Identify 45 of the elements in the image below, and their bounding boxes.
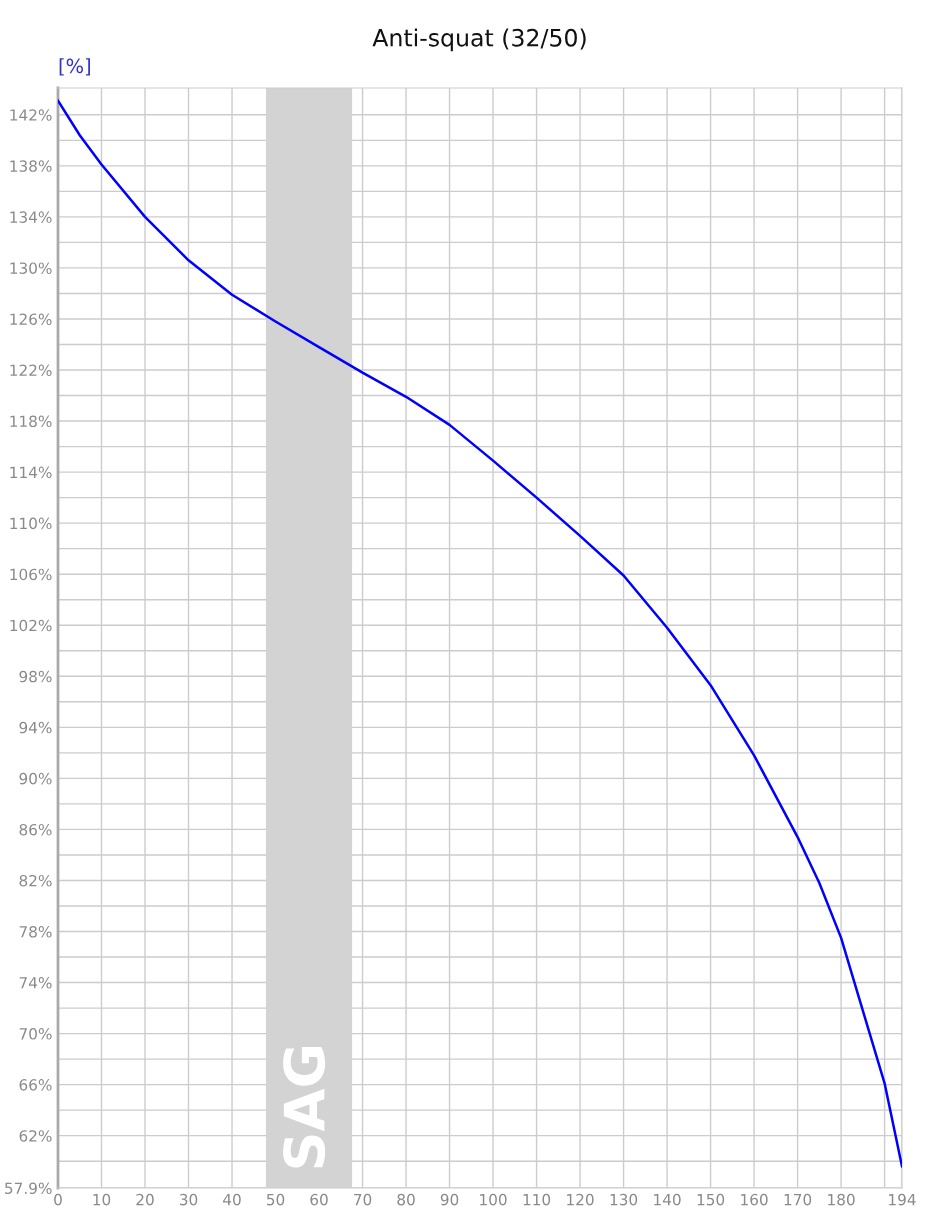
x-tick-label: 140: [654, 1193, 681, 1206]
y-tick-label: 86%: [19, 823, 52, 836]
x-tick-label: 100: [480, 1193, 507, 1206]
x-tick-label: 170: [784, 1193, 812, 1206]
y-tick-label: 106%: [10, 568, 52, 581]
y-axis-title: [%]: [59, 58, 90, 76]
line-series: [58, 99, 902, 1168]
y-tick-label: 70%: [19, 1028, 52, 1040]
y-tick-label: 118%: [10, 415, 52, 428]
y-tick-label: 57.9%: [5, 1182, 52, 1195]
x-tick-label: 194: [889, 1193, 916, 1206]
y-tick-label: 66%: [19, 1079, 52, 1091]
x-tick-label: 130: [610, 1193, 638, 1206]
x-tick-label: 180: [828, 1193, 855, 1206]
x-tick-label: 20: [136, 1193, 154, 1206]
x-tick-label: 80: [397, 1193, 415, 1206]
y-tick-label: 82%: [19, 874, 52, 887]
y-tick-label: 74%: [19, 977, 52, 989]
y-tick-label: 78%: [19, 925, 52, 938]
x-tick-label: 60: [310, 1193, 328, 1206]
x-tick-label: 30: [179, 1193, 198, 1206]
y-tick-label: 102%: [10, 619, 52, 632]
x-tick-label: 50: [266, 1193, 285, 1206]
y-tick-label: 62%: [19, 1130, 52, 1142]
x-tick-label: 40: [223, 1193, 241, 1206]
y-tick-label: 134%: [10, 211, 52, 223]
x-tick-label: 0: [54, 1193, 62, 1206]
x-tick-label: 90: [440, 1193, 459, 1206]
y-tick-label: 114%: [10, 466, 52, 479]
x-tick-label: 70: [354, 1193, 372, 1206]
y-tick-label: 126%: [10, 313, 52, 325]
y-tick-label: 130%: [10, 262, 52, 274]
y-tick-label: 94%: [19, 721, 52, 734]
y-tick-label: 138%: [10, 160, 52, 172]
y-tick-label: 122%: [10, 364, 52, 377]
chart-title: Anti-squat (32/50): [372, 28, 586, 52]
x-tick-label: 160: [741, 1193, 768, 1206]
x-tick-label: 120: [567, 1193, 594, 1206]
x-tick-label: 110: [523, 1193, 551, 1206]
y-tick-label: 90%: [19, 772, 52, 785]
y-tick-label: 142%: [10, 109, 52, 121]
y-tick-label: 110%: [10, 517, 52, 530]
x-tick-label: 150: [697, 1193, 725, 1206]
x-tick-label: 10: [93, 1193, 111, 1206]
y-tick-label: 98%: [19, 670, 52, 683]
